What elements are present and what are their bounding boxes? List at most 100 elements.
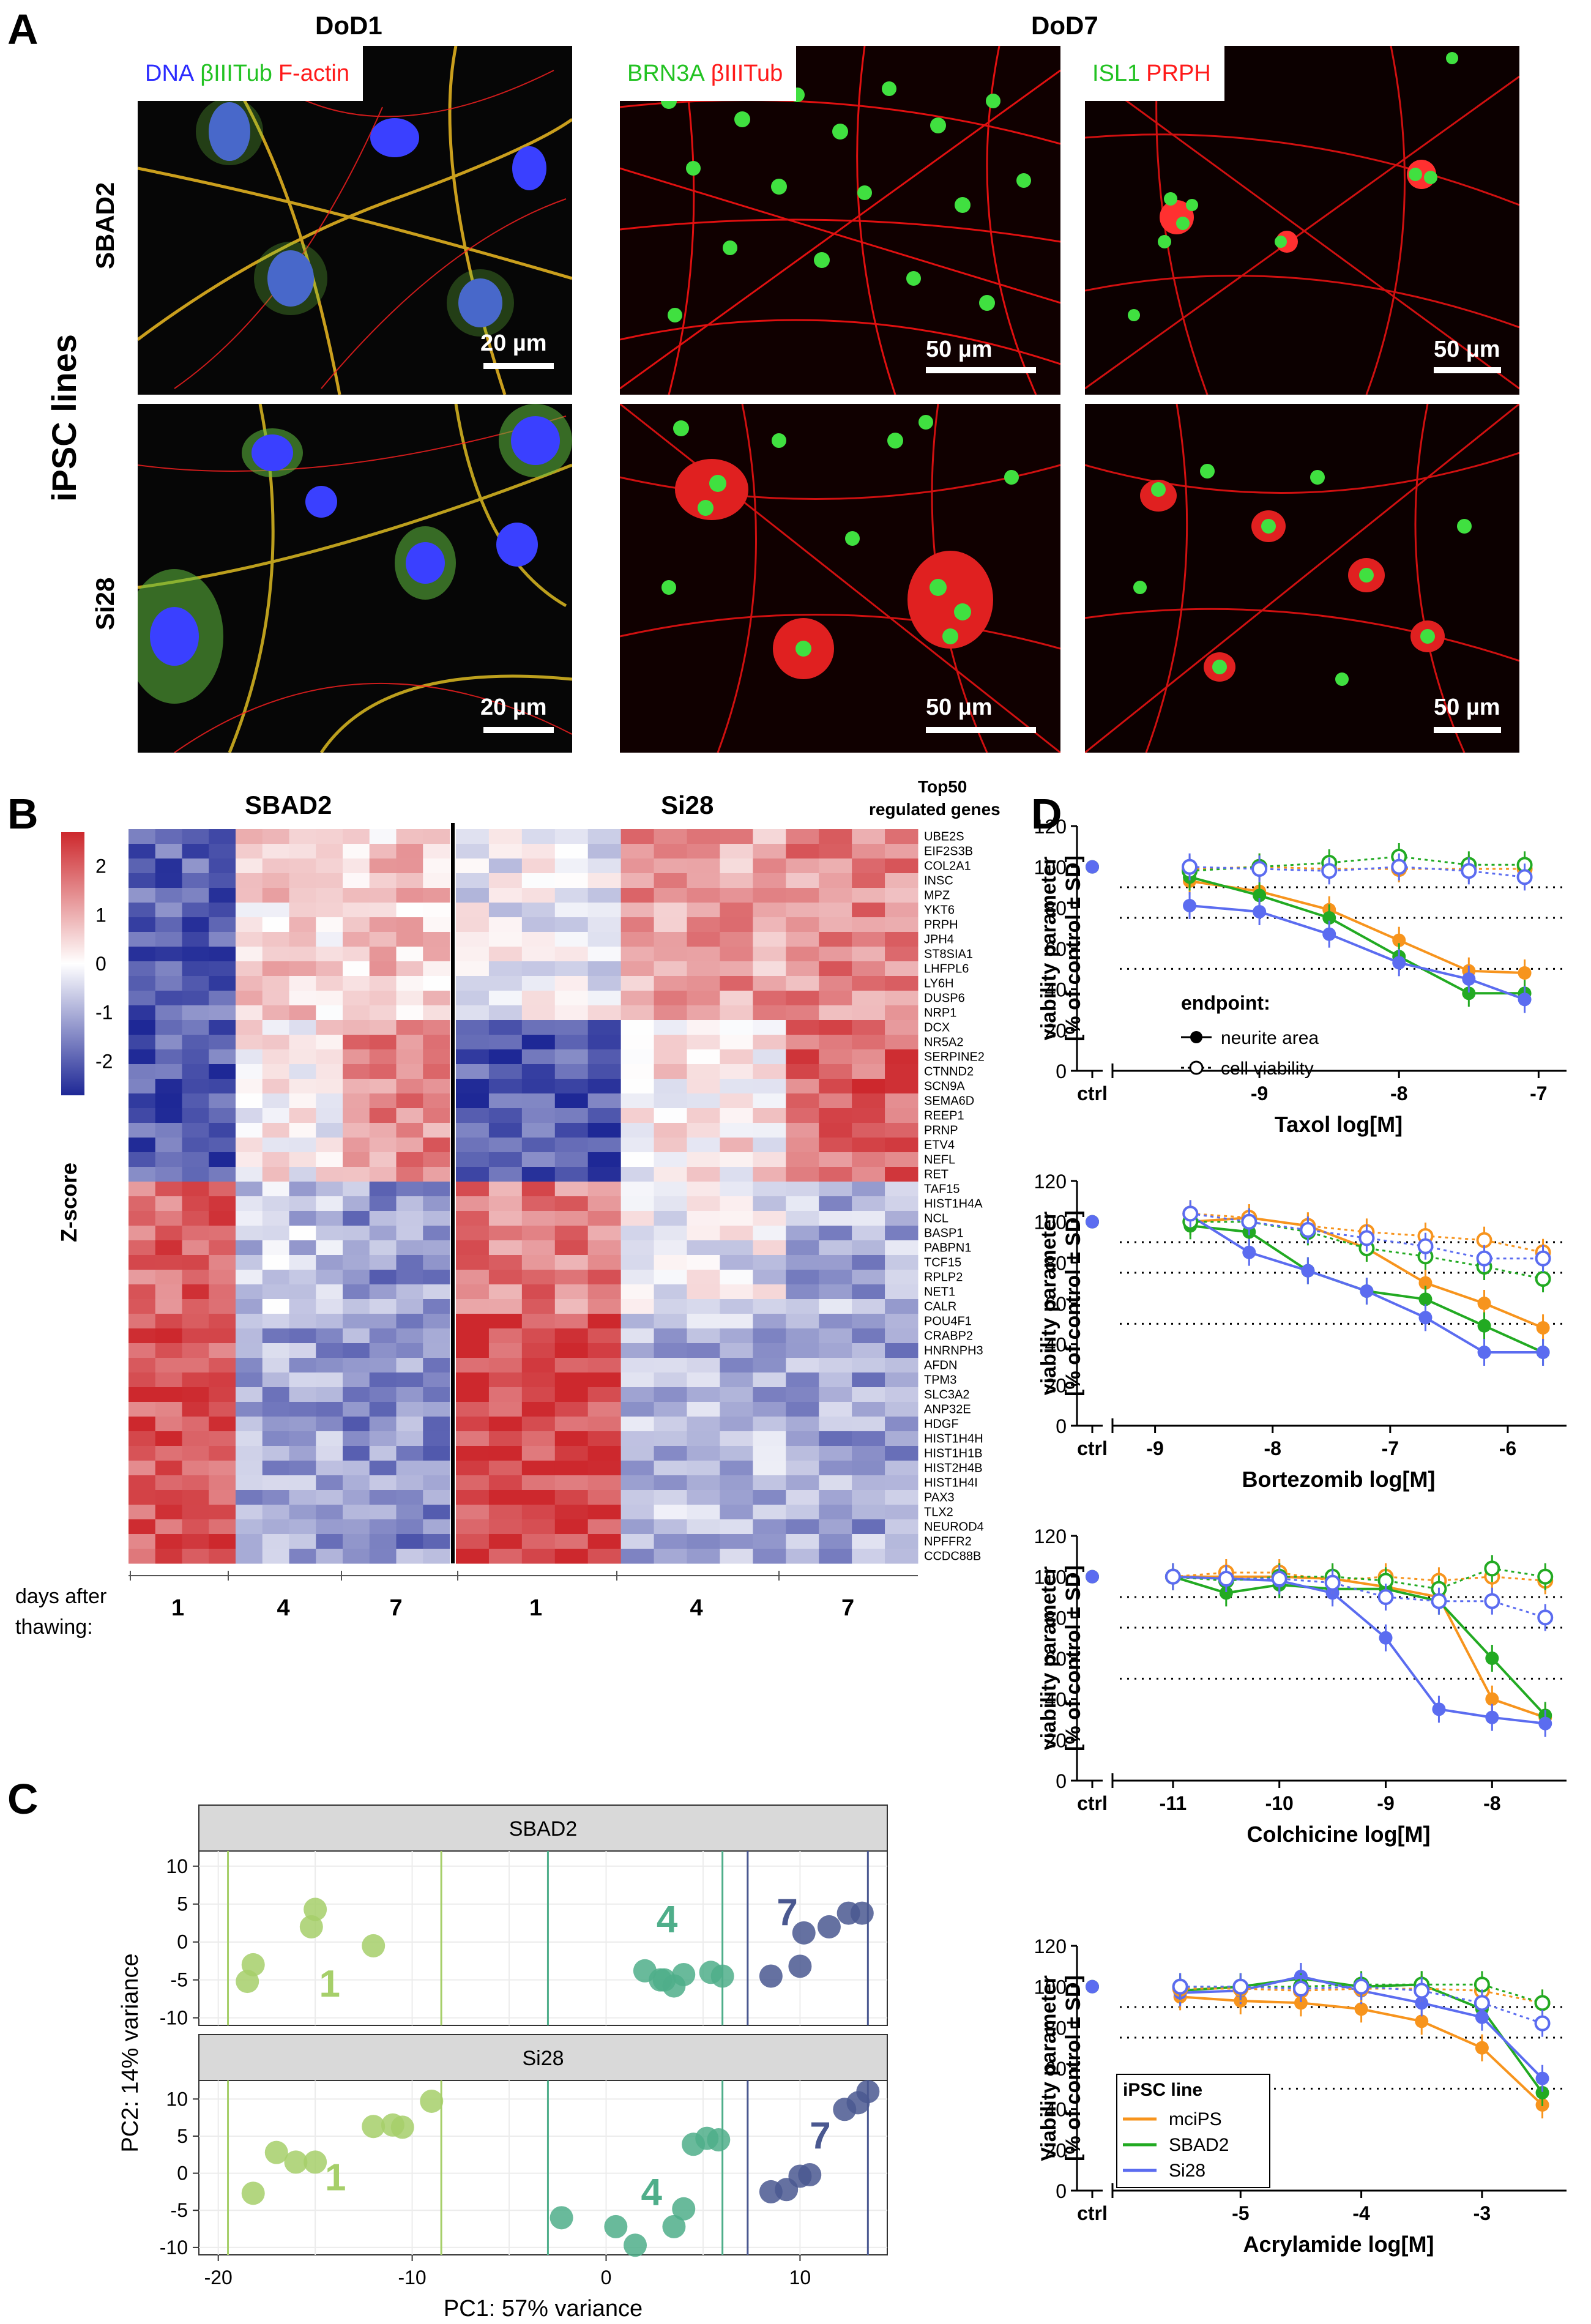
heatmap-cell	[129, 1343, 156, 1358]
heatmap-cell	[786, 961, 819, 977]
heatmap-cell	[620, 1519, 655, 1535]
heatmap-cell	[720, 858, 753, 874]
heatmap-cell	[209, 1196, 236, 1212]
heatmap-cell	[521, 1461, 556, 1476]
heatmap-cell	[720, 1005, 753, 1021]
heatmap-cell	[262, 932, 289, 947]
heatmap-cell	[587, 858, 622, 874]
neurite-curve	[1189, 876, 1525, 995]
heatmap-cell	[720, 976, 753, 991]
gene-label: PRNP	[924, 1124, 958, 1138]
heatmap-cell	[456, 1490, 490, 1505]
heatmap-cell	[753, 1475, 786, 1491]
y-tick-label: 120	[1034, 816, 1067, 838]
heatmap-cell	[262, 1196, 289, 1212]
y-tick-label: 5	[177, 2125, 188, 2147]
gene-label: HIST1H4A	[924, 1197, 983, 1211]
y-axis-label: Viability parameter	[1037, 1975, 1060, 2161]
heatmap-cell	[369, 1519, 397, 1535]
heatmap-cell	[521, 961, 556, 977]
heatmap-cell	[554, 961, 589, 977]
heatmap-cell	[720, 1226, 753, 1241]
heatmap-cell	[587, 961, 622, 977]
heatmap-cell	[423, 1343, 450, 1358]
heatmap-cell	[620, 947, 655, 962]
y-tick-label: 100	[1034, 1976, 1067, 1998]
heatmap-cell	[369, 888, 397, 903]
heatmap-cell	[316, 1343, 343, 1358]
heatmap-cell	[786, 1035, 819, 1050]
heatmap-cell	[396, 1328, 423, 1344]
heatmap-cell	[852, 1446, 885, 1461]
heatmap-cell	[753, 917, 786, 933]
heatmap-cell	[289, 1314, 316, 1329]
heatmap-cell	[687, 1255, 720, 1270]
heatmap-cell	[262, 917, 289, 933]
heatmap-cell	[488, 1387, 523, 1402]
heatmap-cell	[488, 1328, 523, 1344]
heatmap-cell	[316, 1240, 343, 1256]
heatmap-cell	[587, 947, 622, 962]
heatmap-cell	[554, 932, 589, 947]
neurite-point	[1322, 927, 1336, 941]
group-label: 4	[657, 1899, 678, 1941]
heatmap-cell	[343, 1402, 370, 1417]
heatmap-cell	[819, 1358, 852, 1373]
y-tick-label: 0	[1056, 1060, 1067, 1082]
heatmap-cell	[753, 1064, 786, 1079]
heatmap-cell	[236, 829, 263, 844]
heatmap-cell	[488, 1108, 523, 1123]
heatmap-cell	[155, 829, 182, 844]
heatmap-cell	[521, 1549, 556, 1564]
heatmap-cell	[289, 1505, 316, 1520]
heatmap-cell	[786, 932, 819, 947]
heatmap-cell	[182, 991, 209, 1006]
heatmap-cell	[488, 1255, 523, 1270]
heatmap-cell	[129, 1005, 156, 1021]
heatmap-cell	[316, 1152, 343, 1168]
heatmap-cell	[521, 1387, 556, 1402]
heatmap-cell	[885, 1358, 918, 1373]
heatmap-cell	[654, 932, 687, 947]
heatmap-cell	[521, 1343, 556, 1358]
heatmap-cell	[316, 976, 343, 991]
heatmap-cell	[182, 917, 209, 933]
heatmap-cell	[182, 1079, 209, 1094]
heatmap-cell	[456, 1093, 490, 1109]
heatmap-cell	[819, 1372, 852, 1388]
heatmap-cell	[521, 1226, 556, 1241]
heatmap-cell	[289, 1064, 316, 1079]
heatmap-cell	[369, 873, 397, 888]
scale-bar	[1434, 367, 1501, 373]
heatmap-cell	[423, 932, 450, 947]
heatmap-cell	[654, 1255, 687, 1270]
heatmap-cell	[423, 873, 450, 888]
group-label: 4	[641, 2172, 663, 2214]
heatmap-cell	[885, 1123, 918, 1138]
heatmap-cell	[209, 991, 236, 1006]
pca-point	[710, 1964, 734, 1988]
heatmap-cell	[155, 1079, 182, 1094]
heatmap-cell	[786, 1211, 819, 1226]
heatmap-cell	[852, 1461, 885, 1476]
heatmap-cell	[396, 1108, 423, 1123]
heatmap-cell	[587, 1314, 622, 1329]
heatmap-cell	[155, 1064, 182, 1079]
heatmap-cell	[236, 1284, 263, 1300]
heatmap-cell	[620, 1270, 655, 1285]
heatmap-cell	[129, 844, 156, 859]
heatmap-cell	[316, 1358, 343, 1373]
heatmap-cell	[521, 829, 556, 844]
heatmap-cell	[488, 1035, 523, 1050]
heatmap-cell	[654, 1196, 687, 1212]
heatmap-cell	[182, 1123, 209, 1138]
heatmap-cell	[423, 1284, 450, 1300]
heatmap-cell	[488, 1079, 523, 1094]
heatmap-cell	[316, 1005, 343, 1021]
heatmap-cell	[423, 1240, 450, 1256]
heatmap-cell	[155, 1461, 182, 1476]
heatmap-cell	[289, 1519, 316, 1535]
heatmap-cell	[396, 1138, 423, 1153]
heatmap-cell	[343, 1475, 370, 1491]
heatmap-cell	[786, 1196, 819, 1212]
